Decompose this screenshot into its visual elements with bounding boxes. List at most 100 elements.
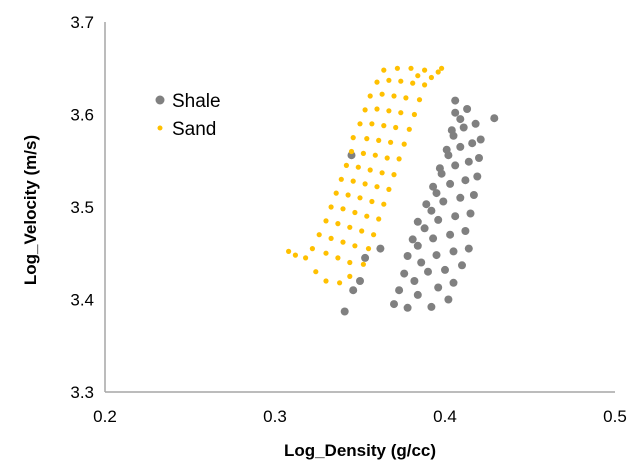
- x-tick-label: 0.2: [93, 407, 117, 426]
- data-point-shale: [461, 176, 470, 185]
- data-point-sand: [286, 248, 292, 254]
- data-point-shale: [446, 230, 455, 239]
- data-point-sand: [394, 65, 400, 71]
- data-point-shale: [476, 135, 485, 144]
- data-point-shale: [449, 247, 458, 256]
- data-point-shale: [432, 251, 441, 260]
- y-axis-title: Log_Velocity (m/s): [21, 135, 40, 285]
- data-point-shale: [410, 277, 419, 285]
- data-point-sand: [379, 91, 385, 97]
- data-point-shale: [451, 161, 460, 170]
- data-point-sand: [347, 259, 353, 266]
- data-point-shale: [420, 224, 429, 233]
- data-point-shale: [473, 172, 482, 181]
- data-point-sand: [364, 136, 370, 142]
- data-point-shale: [456, 115, 465, 124]
- data-point-shale: [434, 215, 443, 224]
- data-point-shale: [434, 283, 443, 292]
- data-point-sand: [345, 192, 351, 198]
- data-point-sand: [401, 141, 407, 147]
- data-point-sand: [323, 218, 329, 224]
- y-tick-label: 3.3: [70, 383, 94, 402]
- data-point-shale: [461, 227, 470, 235]
- data-point-sand: [386, 186, 392, 192]
- x-tick-label: 0.5: [603, 407, 627, 426]
- data-point-shale: [361, 253, 370, 262]
- data-point-shale: [417, 258, 426, 267]
- data-point-shale: [408, 235, 417, 244]
- legend-marker-shale: [155, 95, 165, 105]
- data-point-sand: [381, 67, 387, 73]
- data-points: [286, 65, 499, 316]
- data-point-sand: [388, 139, 394, 145]
- data-point-sand: [335, 255, 341, 261]
- data-point-shale: [444, 295, 453, 304]
- data-point-sand: [411, 111, 417, 118]
- data-point-sand: [340, 239, 346, 245]
- data-point-sand: [360, 261, 366, 267]
- data-point-sand: [357, 121, 363, 127]
- data-point-shale: [458, 261, 466, 270]
- data-point-sand: [343, 162, 349, 168]
- data-point-sand: [323, 250, 329, 256]
- data-point-shale: [464, 157, 473, 166]
- series-shale: [340, 96, 499, 316]
- data-point-sand: [352, 243, 358, 249]
- data-point-sand: [376, 137, 382, 143]
- data-point-shale: [451, 108, 460, 117]
- data-point-shale: [471, 119, 480, 128]
- data-point-shale: [390, 300, 398, 309]
- legend-marker-sand: [157, 125, 163, 131]
- data-point-sand: [347, 224, 353, 230]
- data-point-shale: [403, 303, 412, 312]
- data-point-sand: [410, 80, 416, 86]
- data-point-sand: [362, 181, 368, 187]
- y-tick-label: 3.6: [70, 106, 94, 125]
- data-point-sand: [364, 213, 370, 219]
- data-point-sand: [323, 278, 329, 284]
- data-point-sand: [384, 155, 390, 161]
- data-point-shale: [424, 267, 432, 276]
- data-point-sand: [309, 246, 315, 252]
- data-point-shale: [413, 241, 422, 250]
- data-point-sand: [416, 97, 423, 103]
- legend-label-sand: Sand: [172, 119, 216, 140]
- data-point-sand: [335, 221, 341, 227]
- data-point-shale: [395, 286, 404, 295]
- data-point-shale: [463, 105, 472, 113]
- data-point-sand: [439, 65, 445, 71]
- data-point-shale: [429, 234, 438, 243]
- data-point-sand: [403, 95, 409, 101]
- data-point-shale: [439, 197, 448, 206]
- data-point-shale: [349, 286, 358, 295]
- data-point-sand: [396, 156, 402, 162]
- data-point-sand: [393, 124, 399, 131]
- data-point-sand: [391, 93, 397, 99]
- data-point-sand: [415, 73, 421, 79]
- data-point-sand: [374, 106, 380, 112]
- data-point-shale: [442, 145, 451, 154]
- data-point-sand: [372, 152, 378, 158]
- data-point-shale: [413, 217, 422, 226]
- data-point-sand: [333, 190, 339, 196]
- data-point-sand: [381, 201, 387, 207]
- data-point-sand: [359, 228, 365, 234]
- data-point-shale: [456, 142, 465, 151]
- data-point-shale: [429, 182, 438, 191]
- data-point-shale: [475, 154, 483, 162]
- data-point-shale: [446, 179, 455, 188]
- data-point-sand: [316, 232, 322, 238]
- data-point-sand: [350, 135, 356, 141]
- data-point-sand: [340, 206, 346, 212]
- data-point-shale: [403, 252, 412, 260]
- data-point-sand: [369, 121, 375, 127]
- data-point-shale: [451, 96, 460, 105]
- data-point-sand: [376, 216, 382, 222]
- data-point-shale: [376, 244, 385, 253]
- data-point-sand: [422, 67, 428, 73]
- data-point-sand: [367, 93, 373, 99]
- data-point-shale: [451, 212, 460, 221]
- data-point-shale: [435, 164, 444, 173]
- y-tick-label: 3.5: [70, 198, 94, 217]
- legend: Shale Sand: [155, 91, 221, 140]
